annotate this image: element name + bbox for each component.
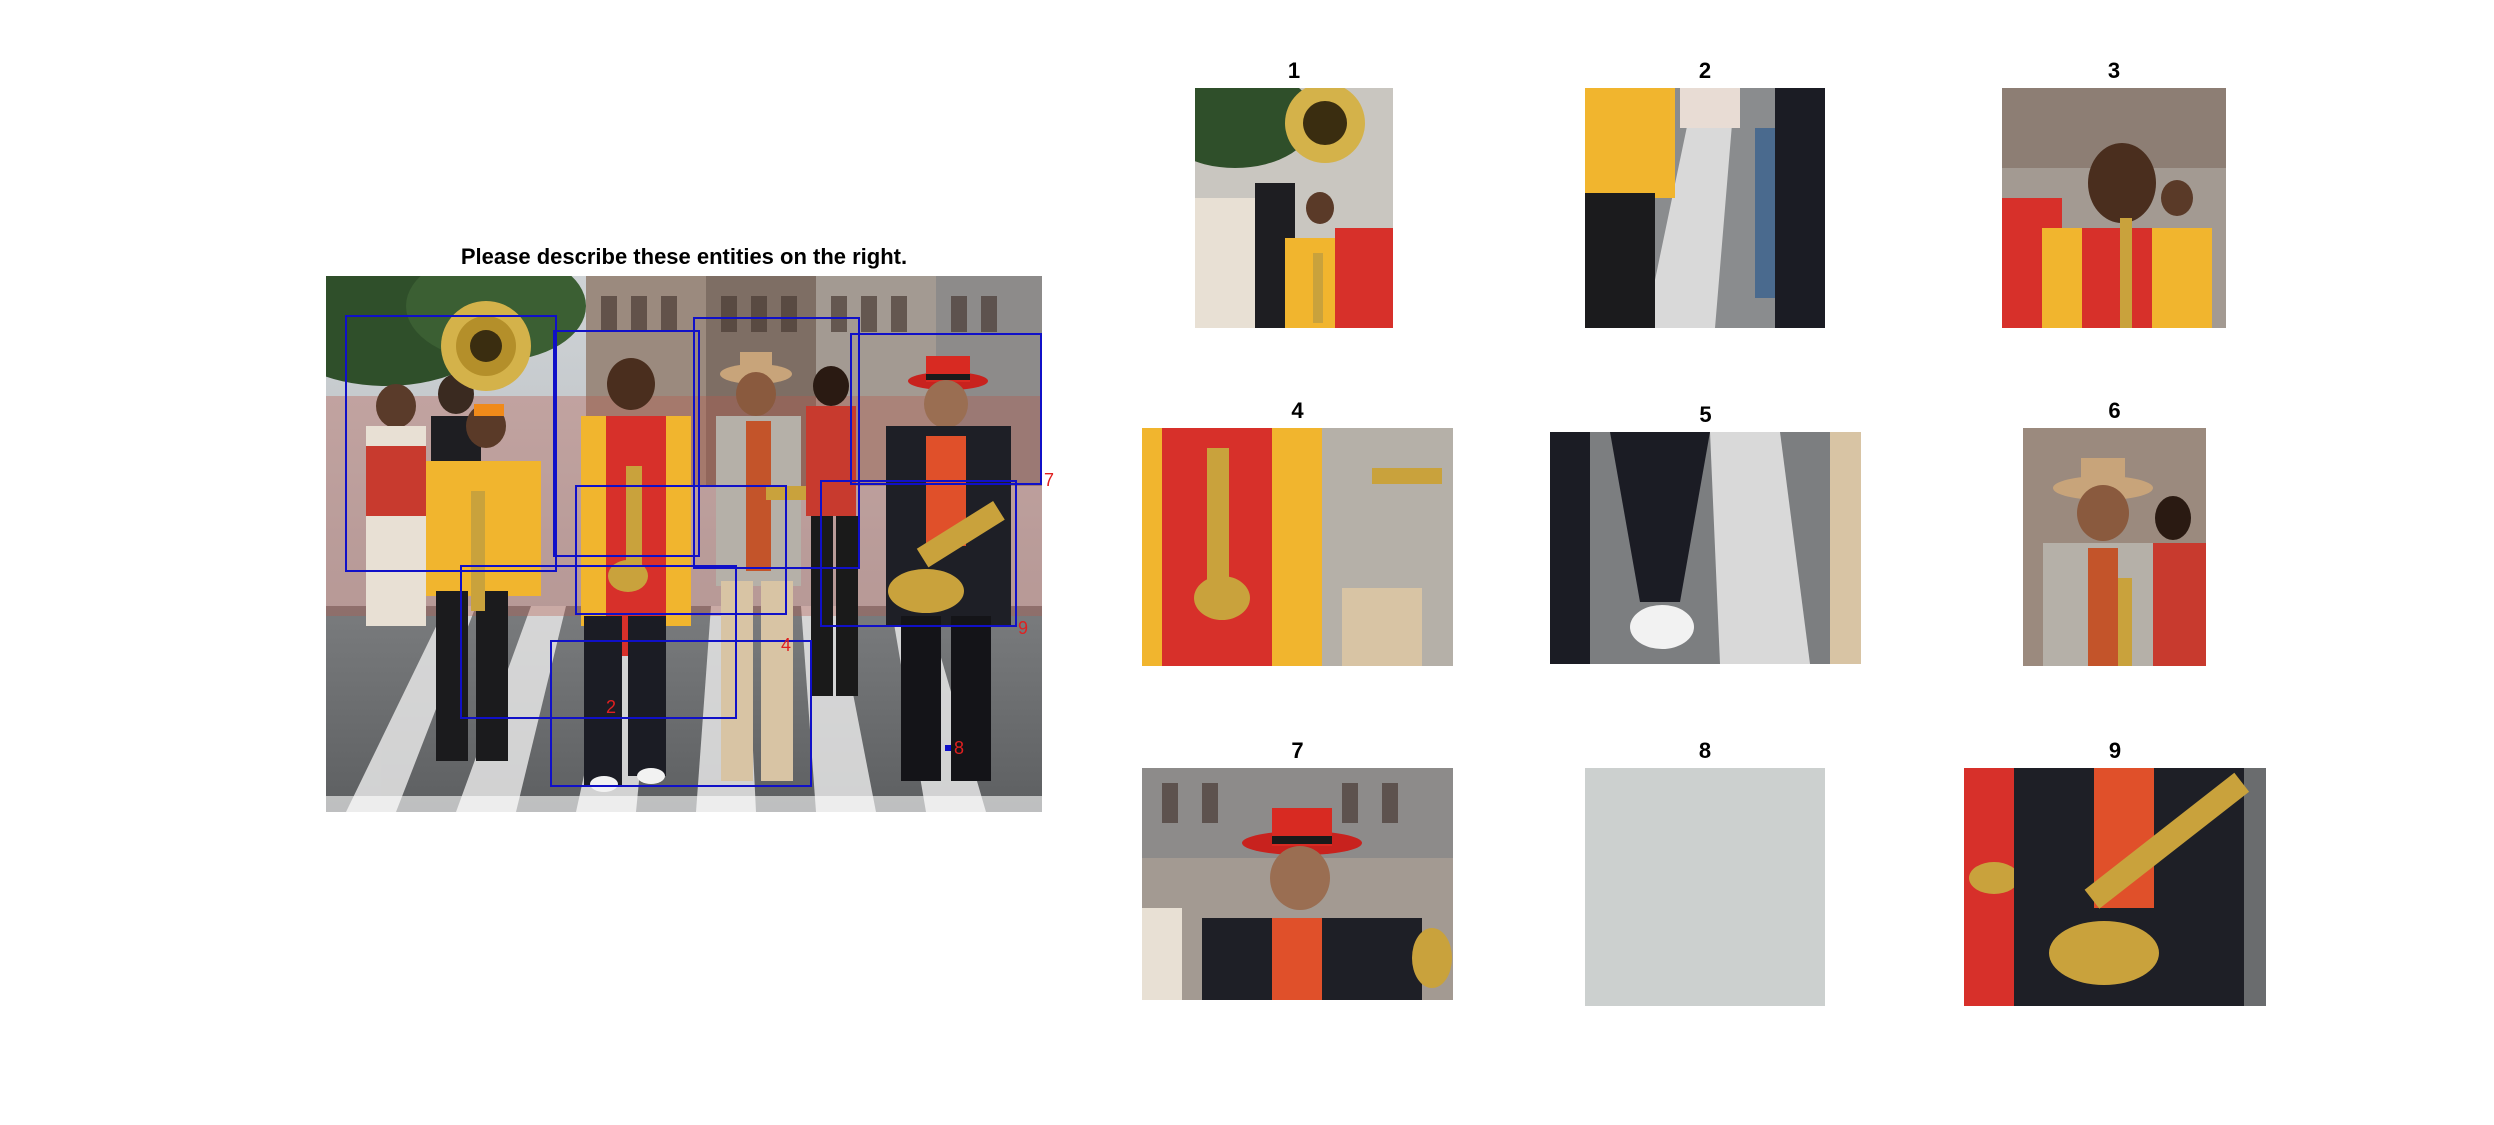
region-boxes [345, 315, 1042, 787]
entity-thumbnail-6 [2023, 428, 2206, 666]
region-box-5 [550, 640, 812, 787]
entity-label-5: 5 [1699, 402, 1712, 427]
entity-thumbnail-5 [1550, 432, 1861, 664]
entity-label-1: 1 [1287, 58, 1301, 83]
entity-thumbnail-4 [1142, 428, 1453, 666]
region-box-7 [850, 333, 1042, 485]
entity-label-2: 2 [1698, 58, 1712, 83]
entity-thumbnail-3 [2002, 88, 2226, 328]
entity-label-7: 7 [1291, 738, 1304, 763]
region-label-8: 8 [954, 738, 964, 758]
entity-thumbnail-9 [1964, 768, 2266, 1006]
region-box-9 [820, 480, 1017, 627]
region-box-1 [345, 315, 557, 572]
entity-label-3: 3 [2107, 58, 2121, 83]
instruction-heading: Please describe these entities on the ri… [460, 244, 908, 269]
entity-thumbnail-1 [1195, 88, 1393, 328]
entity-thumbnail-8 [1585, 768, 1825, 1006]
region-label-2: 2 [606, 697, 616, 717]
region-box-6 [693, 317, 860, 569]
scene-illustration: 2 4 8 9 [326, 276, 1042, 812]
entity-label-9: 9 [2108, 738, 2122, 763]
region-box-3 [553, 330, 700, 557]
region-label-9: 9 [1018, 618, 1028, 638]
entity-thumbnail-7 [1142, 768, 1453, 1000]
entity-label-6: 6 [2108, 398, 2121, 423]
entity-label-8: 8 [1698, 738, 1712, 763]
region-box-8 [945, 745, 951, 751]
entity-label-4: 4 [1291, 398, 1304, 423]
region-label-4: 4 [781, 635, 791, 655]
region-box-4 [575, 485, 787, 615]
entity-thumbnail-2 [1585, 88, 1825, 328]
region-label-7-outside: 7 [1044, 470, 1055, 490]
annotated-scene-photo: 2 4 8 9 [326, 276, 1042, 812]
